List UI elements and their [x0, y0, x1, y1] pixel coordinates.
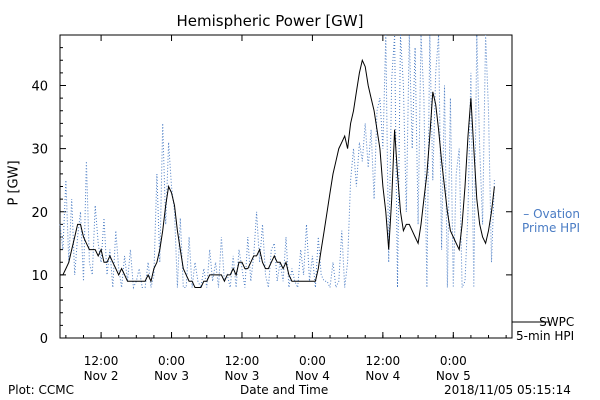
y-tick-label: 10 [31, 269, 48, 284]
y-tick-label: 30 [31, 143, 48, 158]
plot-timestamp: 2018/11/05 05:15:14 [444, 383, 571, 397]
y-axis-label: P [GW] [6, 160, 22, 206]
x-tick-label-date: Nov 5 [436, 369, 471, 383]
x-tick-label-time: 12:00 [366, 354, 401, 368]
y-tick-label: 20 [31, 206, 48, 221]
y-axis: 0 10 20 30 40 [31, 47, 512, 347]
chart-title: Hemispheric Power [GW] [176, 12, 364, 30]
y-tick-label: 0 [40, 332, 48, 347]
x-tick-label-time: 12:00 [225, 354, 260, 368]
x-tick-label-date: Nov 3 [225, 369, 260, 383]
x-tick-label-time: 0:00 [299, 354, 326, 368]
x-tick-label-time: 0:00 [440, 354, 467, 368]
x-tick-label-time: 0:00 [158, 354, 185, 368]
swpc-line [60, 58, 495, 288]
legend-ovation: – Ovation Prime HPI [522, 207, 580, 235]
legend-ovation-line1: Ovation [533, 207, 580, 221]
series-ovation-prime-hpi [59, 34, 495, 290]
legend-swpc-line2: 5-min HPI [516, 329, 575, 343]
series-swpc-5min-hpi [60, 58, 495, 288]
legend-ovation-dash: – [523, 207, 534, 221]
legend-swpc: SWPC 5-min HPI [516, 315, 574, 343]
y-tick-label: 40 [31, 80, 48, 95]
x-tick-label-date: Nov 4 [365, 369, 400, 383]
legend-swpc-line1: SWPC [539, 315, 575, 329]
x-tick-label-date: Nov 4 [295, 369, 330, 383]
x-tick-label-date: Nov 3 [154, 369, 189, 383]
plot-credit: Plot: CCMC [8, 383, 74, 397]
legend-ovation-line2: Prime HPI [522, 221, 580, 235]
x-axis-label: Date and Time [240, 383, 329, 397]
ovation-line [59, 34, 495, 290]
x-tick-label-date: Nov 2 [84, 369, 119, 383]
x-tick-label-time: 12:00 [84, 354, 119, 368]
